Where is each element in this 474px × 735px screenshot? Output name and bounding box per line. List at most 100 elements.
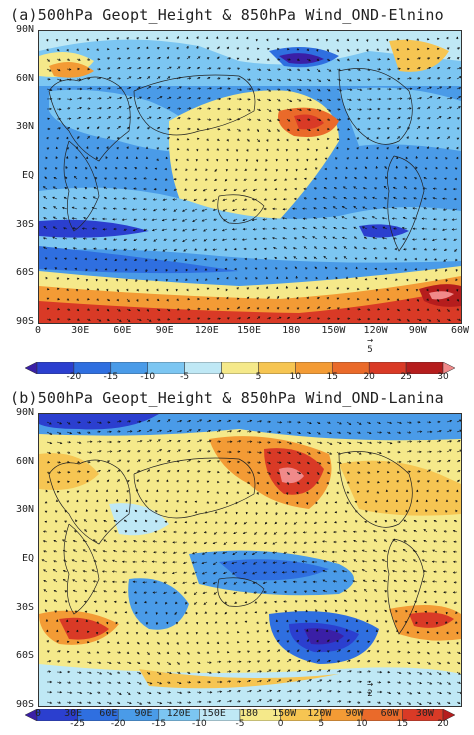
wind-vector-head bbox=[258, 461, 262, 464]
wind-vector-head bbox=[255, 512, 258, 516]
wind-vector-head bbox=[306, 649, 309, 653]
wind-vector-head bbox=[369, 87, 373, 91]
wind-vector-head bbox=[97, 136, 100, 139]
wind-vector-head bbox=[396, 640, 400, 644]
wind-vector bbox=[356, 441, 362, 444]
wind-vector-head bbox=[176, 36, 180, 39]
wind-vector bbox=[76, 78, 81, 80]
wind-vector-head bbox=[42, 237, 46, 240]
wind-vector-head bbox=[327, 639, 330, 642]
wind-vector-head bbox=[387, 670, 391, 674]
wind-vector bbox=[126, 701, 132, 704]
wind-vector-head bbox=[223, 531, 226, 534]
wind-vector-head bbox=[374, 267, 378, 271]
wind-vector-head bbox=[77, 136, 80, 139]
lat-tick-label: 30S bbox=[15, 218, 34, 230]
wind-vector-head bbox=[395, 499, 399, 503]
wind-vector-head bbox=[423, 177, 427, 180]
wind-vector-head bbox=[445, 166, 448, 170]
wind-vector bbox=[372, 580, 378, 583]
wind-vector-head bbox=[173, 259, 177, 262]
wind-vector-head bbox=[323, 247, 326, 250]
wind-vector-head bbox=[401, 559, 405, 562]
wind-vector-head bbox=[107, 640, 110, 644]
wind-vector bbox=[406, 691, 412, 695]
wind-vector-head bbox=[230, 440, 233, 443]
wind-vector-head bbox=[295, 512, 298, 515]
wind-vector-head bbox=[308, 59, 311, 62]
wind-vector-head bbox=[328, 307, 331, 310]
wind-vector-head bbox=[263, 178, 267, 181]
wind-vector-head bbox=[324, 600, 327, 603]
wind-vector-head bbox=[47, 59, 50, 62]
wind-vector-head bbox=[112, 207, 116, 210]
wind-vector-head bbox=[221, 238, 225, 241]
wind-vector-head bbox=[139, 439, 143, 443]
wind-vector-head bbox=[105, 621, 109, 625]
wind-vector-head bbox=[186, 631, 189, 635]
wind-vector-head bbox=[195, 612, 198, 615]
wind-vector-head bbox=[65, 156, 69, 159]
wind-vector bbox=[316, 118, 321, 121]
wind-vector-head bbox=[337, 471, 341, 474]
wind-vector-head bbox=[278, 669, 281, 672]
wind-vector-head bbox=[158, 116, 162, 120]
wind-vector-head bbox=[96, 651, 100, 654]
wind-vector-head bbox=[188, 317, 191, 321]
wind-vector-head bbox=[81, 559, 85, 563]
colorbar-low-extension bbox=[24, 361, 38, 375]
wind-vector bbox=[436, 681, 442, 685]
wind-vector-head bbox=[415, 621, 418, 625]
wind-vector-head bbox=[196, 137, 200, 141]
wind-vector-head bbox=[425, 268, 428, 271]
wind-vector-head bbox=[116, 298, 119, 302]
wind-vector-head bbox=[90, 440, 93, 443]
wind-vector-head bbox=[166, 479, 169, 483]
wind-vector-head bbox=[124, 530, 128, 533]
wind-vector-head bbox=[316, 58, 320, 61]
wind-vector-head bbox=[259, 420, 263, 423]
wind-vector-head bbox=[386, 307, 390, 311]
wind-vector bbox=[43, 186, 48, 190]
wind-vector-head bbox=[214, 621, 218, 624]
wind-vector bbox=[83, 549, 88, 553]
wind-vector-head bbox=[54, 530, 57, 533]
wind-vector-head bbox=[405, 38, 409, 42]
wind-vector-head bbox=[408, 672, 412, 675]
wind-vector-head bbox=[406, 479, 409, 483]
wind-vector-head bbox=[232, 199, 235, 202]
wind-vector-head bbox=[284, 178, 287, 181]
wind-vector-head bbox=[75, 519, 78, 522]
wind-vector-head bbox=[242, 541, 246, 544]
wind-vector bbox=[216, 87, 222, 90]
wind-vector bbox=[92, 207, 98, 210]
wind-vector-head bbox=[106, 47, 110, 51]
wind-vector bbox=[326, 441, 333, 445]
wind-vector bbox=[406, 701, 411, 705]
wind-vector-head bbox=[292, 227, 296, 230]
wind-vector-head bbox=[277, 482, 280, 485]
wind-vector-head bbox=[221, 229, 225, 232]
wind-vector-head bbox=[449, 440, 453, 443]
wind-vector-head bbox=[376, 136, 379, 140]
wind-vector-head bbox=[358, 308, 361, 311]
wind-vector bbox=[446, 77, 451, 80]
colorbar-swatches bbox=[24, 361, 456, 375]
wind-vector bbox=[276, 699, 281, 703]
wind-vector-head bbox=[258, 108, 262, 111]
wind-vector bbox=[116, 106, 122, 110]
wind-vector-head bbox=[122, 550, 125, 553]
wind-vector-head bbox=[217, 46, 220, 49]
wind-vector bbox=[382, 237, 388, 240]
wind-vector-head bbox=[196, 45, 199, 49]
wind-vector-head bbox=[355, 276, 358, 280]
wind-vector-head bbox=[362, 226, 365, 229]
lon-tick-label: 0 bbox=[34, 325, 42, 336]
wind-vector bbox=[276, 679, 281, 683]
wind-vector-head bbox=[372, 559, 376, 562]
wind-vector-head bbox=[278, 79, 281, 82]
wind-vector-head bbox=[265, 286, 269, 289]
wind-vector-head bbox=[277, 660, 281, 663]
wind-vector-head bbox=[116, 37, 120, 40]
wind-vector bbox=[196, 449, 202, 453]
